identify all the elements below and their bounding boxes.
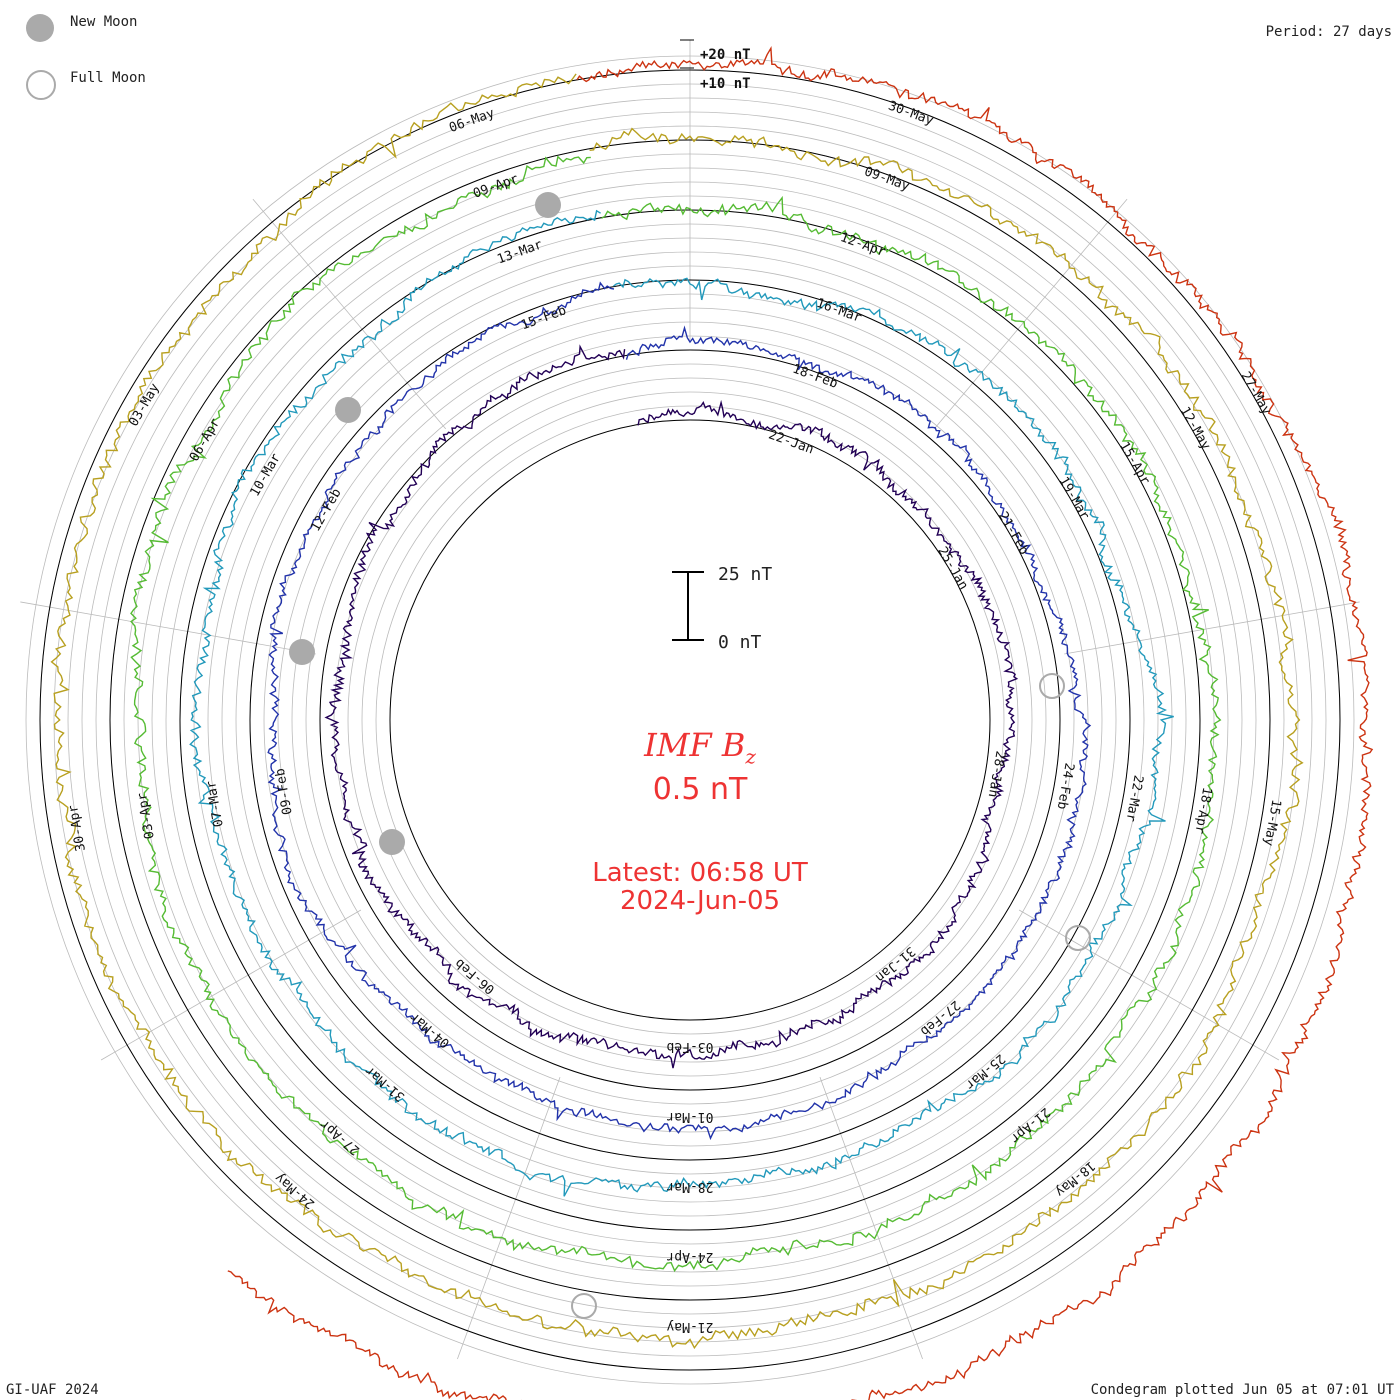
grid-layer [20, 40, 1360, 1385]
date-tick-label: 30-May [886, 99, 935, 129]
data-layer [50, 45, 1374, 1400]
grid-ring [361, 391, 1019, 1049]
grid-ring [277, 307, 1103, 1133]
grid-ring [151, 181, 1229, 1259]
date-tick-label: 30-Apr [66, 803, 89, 852]
grid-spoke [100, 909, 362, 1061]
date-tick-label: 09-May [862, 164, 911, 194]
scale-bar [672, 571, 704, 641]
period-label: Period: 27 days [1265, 24, 1392, 40]
baseline-ring [109, 139, 1271, 1301]
scale-top-label: 25 nT [718, 564, 773, 585]
new-moon-marker [535, 192, 561, 218]
series-line [324, 344, 1019, 1069]
new-moon-icon [26, 14, 54, 42]
footer-plotted-time: Condegram plotted Jun 05 at 07:01 UT [1090, 1382, 1394, 1398]
full-moon-marker [1065, 925, 1091, 951]
latest-time: Latest: 06:58 UT [592, 858, 808, 888]
grid-ring [319, 349, 1061, 1091]
date-tick-label: 21-Apr [1007, 1104, 1053, 1146]
grid-ring [193, 223, 1187, 1217]
baseline-ring [39, 69, 1341, 1371]
new-moon-marker [335, 397, 361, 423]
grid-ring [207, 237, 1173, 1203]
full-moon-marker [1039, 673, 1065, 699]
date-tick-label: 25-Mar [962, 1051, 1008, 1093]
date-tick-label: 03-May [126, 381, 163, 429]
date-tick-label: 06-Apr [187, 416, 224, 464]
legend-new-moon-label: New Moon [70, 14, 138, 30]
new-moon-marker [289, 639, 315, 665]
ref-label-10: +10 nT [700, 76, 751, 92]
scale-bottom-label: 0 nT [718, 632, 762, 653]
chart-title: IMF Bz [0, 726, 1400, 768]
latest-date: 2024-Jun-05 [619, 886, 781, 916]
grid-ring [165, 195, 1215, 1245]
grid-spoke [457, 1076, 561, 1360]
moon-layer [289, 192, 1091, 1319]
legend-full-moon-label: Full Moon [70, 70, 146, 86]
grid-spoke [20, 601, 316, 655]
series-line [227, 45, 1374, 1400]
date-tick-label: 12-Apr [838, 230, 887, 260]
grid-ring [347, 377, 1033, 1063]
date-tick-label: 03-Feb [666, 1039, 713, 1054]
baseline-ring [389, 419, 991, 1021]
grid-ring [305, 335, 1075, 1105]
series-line [267, 281, 1092, 1141]
date-tick-label: 24-Apr [666, 1249, 713, 1264]
series-line [50, 73, 1304, 1350]
baseline-ring [179, 209, 1201, 1231]
baseline-ring [249, 279, 1131, 1161]
grid-ring [249, 279, 1131, 1161]
grid-spoke [252, 198, 447, 430]
date-tick-label: 16-Mar [814, 296, 863, 326]
grid-spoke [933, 198, 1128, 430]
chart-title-subscript: z [745, 744, 756, 769]
date-tick-label: 10-Mar [248, 451, 285, 499]
ref-label-20: +20 nT [700, 47, 751, 63]
date-tick-label: 28-Mar [666, 1179, 713, 1194]
full-moon-marker [571, 1293, 597, 1319]
grid-ring [263, 293, 1117, 1147]
series-line [189, 209, 1174, 1197]
full-moon-icon [26, 70, 56, 100]
date-tick-label: 01-Mar [666, 1109, 713, 1124]
grid-ring [389, 419, 991, 1021]
chart-title-main: IMF B [644, 726, 746, 764]
footer-credit: GI-UAF 2024 [6, 1382, 99, 1398]
grid-ring [375, 405, 1005, 1035]
new-moon-marker [379, 829, 405, 855]
grid-spoke [819, 1076, 923, 1360]
series-line [130, 155, 1222, 1273]
grid-spoke [1018, 909, 1280, 1061]
date-tick-label: 18-May [1052, 1158, 1098, 1200]
current-value: 0.5 nT [652, 772, 748, 807]
grid-ring [333, 363, 1047, 1077]
grid-ring [291, 321, 1089, 1119]
date-tick-label: 21-May [666, 1319, 713, 1334]
date-tick-label: 22-Jan [766, 427, 815, 457]
date-tick-label: 12-Feb [308, 486, 345, 534]
grid-ring [235, 265, 1145, 1175]
grid-spoke [1064, 601, 1360, 655]
baseline-ring [319, 349, 1061, 1091]
date-tick-label: 27-Feb [917, 997, 963, 1039]
